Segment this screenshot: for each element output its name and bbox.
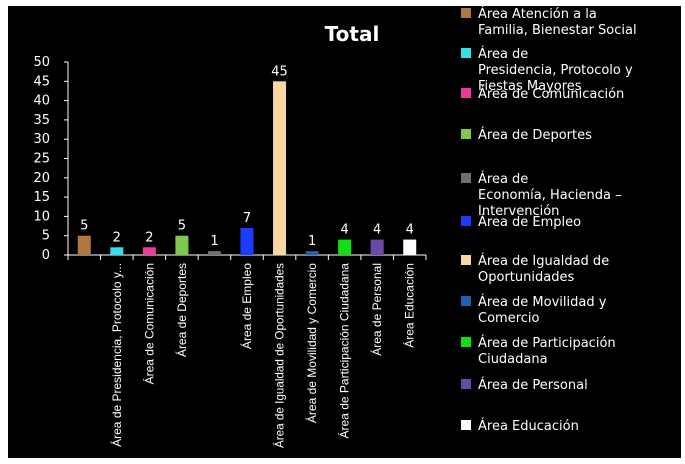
category-label: Área de Presidencia, Protocolo y... xyxy=(109,263,124,447)
bar xyxy=(77,235,91,255)
data-label: 5 xyxy=(178,219,186,234)
legend-swatch xyxy=(461,255,471,265)
data-label: 2 xyxy=(145,230,153,245)
category-label: Área de Deportes xyxy=(174,263,189,357)
bar xyxy=(338,239,352,255)
y-tick-label: 15 xyxy=(33,190,50,205)
y-tick-label: 35 xyxy=(33,113,50,128)
legend-swatch xyxy=(461,173,471,183)
legend-label: Economía, Hacienda – xyxy=(478,188,622,203)
legend-swatch xyxy=(461,88,471,98)
y-tick-label: 0 xyxy=(42,248,50,263)
data-label: 2 xyxy=(113,230,121,245)
data-label: 1 xyxy=(308,234,316,249)
bar xyxy=(142,247,156,255)
legend-label: Área de Comunicación xyxy=(478,86,624,102)
y-tick-label: 40 xyxy=(33,94,50,109)
legend-swatch xyxy=(461,48,471,58)
legend-label: Área Educación xyxy=(478,418,579,434)
y-tick-label: 5 xyxy=(42,229,50,244)
y-tick-label: 50 xyxy=(33,55,50,70)
y-tick-label: 20 xyxy=(33,171,50,186)
data-label: 4 xyxy=(340,223,348,238)
bar xyxy=(207,251,221,255)
category-label: Área de Movilidad y Comercio xyxy=(304,263,319,423)
category-label: Área de Personal xyxy=(369,263,384,356)
legend-label: Área de Movilidad y xyxy=(478,294,607,310)
legend-label: Presidencia, Protocolo y xyxy=(478,63,633,78)
data-label: 5 xyxy=(80,219,88,234)
category-label: Área de Igualdad de Oportunidades xyxy=(272,263,287,448)
legend-label: Intervención xyxy=(478,204,559,219)
legend-swatch xyxy=(461,296,471,306)
legend-label: Comercio xyxy=(478,311,540,326)
legend-label: Oportunidades xyxy=(478,270,574,285)
y-tick-label: 10 xyxy=(33,209,50,224)
y-tick-label: 45 xyxy=(33,74,50,89)
legend-swatch xyxy=(461,420,471,430)
chart-title: Total xyxy=(325,22,380,46)
bar xyxy=(175,235,189,255)
legend-label: Área de Personal xyxy=(478,377,588,393)
y-tick-label: 30 xyxy=(33,132,50,147)
legend-swatch xyxy=(461,129,471,139)
data-label: 4 xyxy=(406,223,414,238)
bar xyxy=(110,247,124,255)
legend-label: Familia, Bienestar Social xyxy=(478,23,637,38)
bar xyxy=(370,239,384,255)
bar xyxy=(305,251,319,255)
legend-label: Fiestas Mayores xyxy=(478,79,582,94)
category-label: Área de Participación Ciudadana xyxy=(337,263,352,439)
bar xyxy=(240,227,254,255)
legend-swatch xyxy=(461,216,471,226)
y-tick-label: 25 xyxy=(33,152,50,167)
bar xyxy=(273,81,287,255)
legend-swatch xyxy=(461,8,471,18)
legend-label: Área de xyxy=(478,171,528,187)
legend-swatch xyxy=(461,379,471,389)
chart-background xyxy=(8,6,681,458)
legend-swatch xyxy=(461,337,471,347)
data-label: 7 xyxy=(243,211,251,226)
legend-label: Área de Empleo xyxy=(478,214,581,230)
legend-label: Ciudadana xyxy=(478,352,548,367)
data-label: 4 xyxy=(373,223,381,238)
data-label: 45 xyxy=(271,64,288,79)
legend-label: Área de xyxy=(478,46,528,62)
legend-label: Área de Igualdad de xyxy=(478,253,609,269)
legend-label: Área de Participación xyxy=(478,335,616,351)
data-label: 1 xyxy=(210,234,218,249)
category-label: Área de Empleo xyxy=(239,263,254,349)
legend-label: Área de Deportes xyxy=(478,127,592,143)
bar xyxy=(403,239,417,255)
category-label: Área Educación xyxy=(402,263,417,348)
legend-label: Área Atención a la xyxy=(478,6,597,22)
category-label: Área de Comunicación xyxy=(141,263,156,384)
